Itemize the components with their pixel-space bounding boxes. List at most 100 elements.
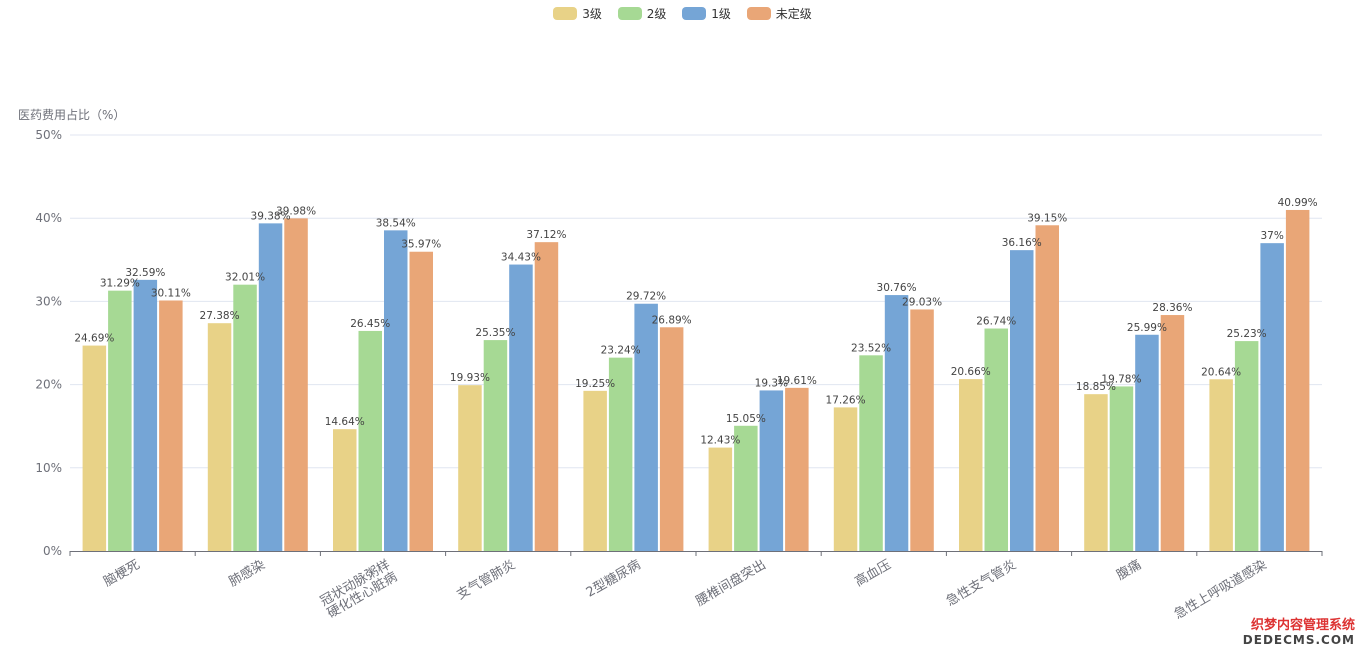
bar[interactable] xyxy=(108,290,132,551)
x-tick-label-line: 腰椎间盘突出 xyxy=(693,557,769,610)
data-label: 30.76% xyxy=(877,282,917,294)
bar[interactable] xyxy=(483,340,508,551)
data-label: 31.29% xyxy=(100,278,140,290)
x-tick-label: 高血压 xyxy=(852,557,894,590)
x-tick-label-line: 支气管肺炎 xyxy=(454,557,518,603)
bar[interactable] xyxy=(1010,250,1034,551)
data-label: 40.99% xyxy=(1278,197,1318,209)
legend: 3级 2级 1级 未定级 xyxy=(0,5,1365,22)
x-tick-label-line: 腹痛 xyxy=(1114,557,1145,584)
bar[interactable] xyxy=(833,407,858,551)
legend-label: 1级 xyxy=(711,7,731,21)
bar[interactable] xyxy=(333,429,357,551)
bar[interactable] xyxy=(1109,386,1134,551)
x-tick-label: 腰椎间盘突出 xyxy=(693,557,769,610)
watermark-title: 织梦内容管理系统 xyxy=(1250,618,1355,633)
data-label: 26.74% xyxy=(976,316,1016,328)
data-label: 37.12% xyxy=(526,229,566,241)
x-tick-label: 脑梗死 xyxy=(101,557,142,589)
bar[interactable] xyxy=(1234,341,1259,551)
bar[interactable] xyxy=(1209,379,1233,551)
data-label: 30.11% xyxy=(151,287,191,299)
bar[interactable] xyxy=(659,327,684,551)
data-label: 12.43% xyxy=(700,435,740,447)
data-label: 36.16% xyxy=(1002,237,1042,249)
data-label: 20.66% xyxy=(951,366,991,378)
bar[interactable] xyxy=(1035,225,1060,551)
y-tick-label: 50% xyxy=(35,128,62,142)
data-label: 32.59% xyxy=(125,267,165,279)
bar[interactable] xyxy=(509,264,533,551)
bar[interactable] xyxy=(708,447,733,551)
bar[interactable] xyxy=(384,230,408,551)
bar[interactable] xyxy=(82,345,107,551)
y-tick-label: 10% xyxy=(35,461,62,475)
bar[interactable] xyxy=(1084,394,1108,551)
legend-swatch xyxy=(553,7,578,20)
data-label: 19.25% xyxy=(575,378,615,390)
data-label: 19.61% xyxy=(777,375,817,387)
bar[interactable] xyxy=(358,330,383,551)
bar[interactable] xyxy=(409,251,434,551)
x-axis: 脑梗死 肺感染 冠状动脉粥样硬化性心脏病 支气管肺炎 2型糖尿病 腰椎间盘突出 高血压 急性支… xyxy=(69,551,1323,623)
data-label: 34.43% xyxy=(501,252,541,264)
bar[interactable] xyxy=(884,295,909,551)
legend-item-series-1[interactable]: 1级 xyxy=(682,5,731,22)
x-tick-label: 腹痛 xyxy=(1114,557,1145,584)
data-label: 27.38% xyxy=(200,310,240,322)
data-label: 29.03% xyxy=(902,296,942,308)
x-tick-label: 2型糖尿病 xyxy=(583,557,643,601)
data-label: 15.05% xyxy=(726,413,766,425)
grid-lines xyxy=(70,134,1322,469)
bar[interactable] xyxy=(159,300,183,551)
bar[interactable] xyxy=(910,309,934,551)
x-tick-label-line: 脑梗死 xyxy=(101,557,142,589)
bar[interactable] xyxy=(233,284,257,551)
bar[interactable] xyxy=(734,425,758,551)
legend-swatch xyxy=(682,7,707,20)
bar[interactable] xyxy=(258,223,283,551)
y-axis-title: 医药费用占比（%） xyxy=(18,107,125,122)
bar[interactable] xyxy=(959,379,983,551)
legend-item-series-unrated[interactable]: 未定级 xyxy=(746,5,812,22)
data-label: 39.15% xyxy=(1027,212,1067,224)
data-label: 19.93% xyxy=(450,372,490,384)
data-label: 25.23% xyxy=(1227,328,1267,340)
legend-item-series-2[interactable]: 2级 xyxy=(617,5,666,22)
bar[interactable] xyxy=(1260,243,1284,551)
data-label: 29.72% xyxy=(626,291,666,303)
data-label: 38.54% xyxy=(376,217,416,229)
bar[interactable] xyxy=(1135,334,1159,551)
bars xyxy=(82,209,1310,551)
bar[interactable] xyxy=(785,387,809,551)
bar[interactable] xyxy=(458,385,482,551)
bar[interactable] xyxy=(207,323,232,551)
data-label: 19.3% xyxy=(755,377,788,389)
data-label: 35.97% xyxy=(401,239,441,251)
data-label: 17.26% xyxy=(826,394,866,406)
legend-item-series-3[interactable]: 3级 xyxy=(553,5,602,22)
y-tick-label: 20% xyxy=(35,378,62,392)
bar[interactable] xyxy=(984,328,1009,551)
watermark-url: DEDECMS.COM xyxy=(1242,633,1355,647)
data-label: 28.36% xyxy=(1152,302,1192,314)
bar[interactable] xyxy=(608,357,633,551)
bar[interactable] xyxy=(583,390,607,551)
bar[interactable] xyxy=(759,390,784,551)
bar[interactable] xyxy=(133,279,158,551)
x-tick-label-line: 急性上呼吸道感染 xyxy=(1171,557,1269,623)
y-axis-ticks: 0% 10% 20% 30% 40% 50% xyxy=(35,128,62,558)
bar[interactable] xyxy=(534,242,559,551)
legend-swatch xyxy=(617,7,642,20)
bar[interactable] xyxy=(284,218,308,551)
x-tick-label: 急性支气管炎 xyxy=(943,557,1019,610)
y-tick-label: 40% xyxy=(35,211,62,225)
data-label: 26.45% xyxy=(350,318,390,330)
bar[interactable] xyxy=(634,303,658,551)
bar[interactable] xyxy=(1160,315,1185,551)
x-tick-label: 冠状动脉粥样硬化性心脏病 xyxy=(317,557,400,622)
bar[interactable] xyxy=(1285,209,1310,551)
data-label: 37% xyxy=(1260,230,1283,242)
bar[interactable] xyxy=(859,355,883,551)
